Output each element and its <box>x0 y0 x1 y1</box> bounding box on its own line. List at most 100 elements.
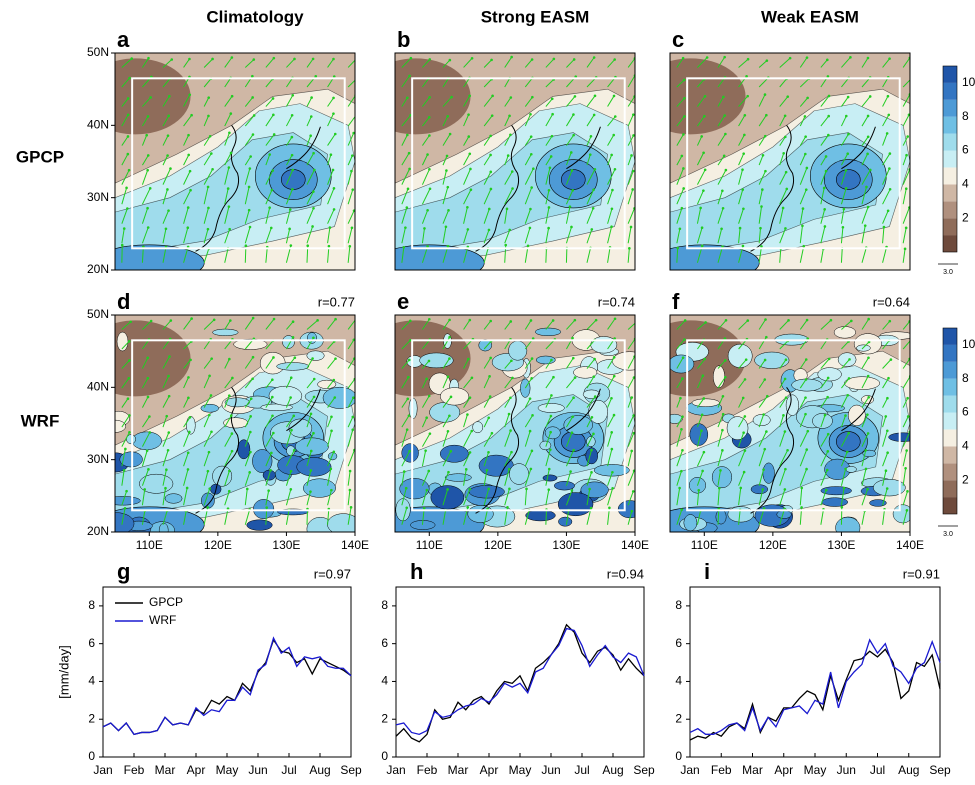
wind-vector-head <box>487 487 491 491</box>
wind-vector <box>463 77 470 88</box>
wind-vector <box>121 153 129 166</box>
wind-vector-head <box>866 152 869 156</box>
wind-vector-head <box>487 207 491 211</box>
wind-vector-head <box>866 114 870 118</box>
wind-vector <box>224 320 231 330</box>
wind-vector <box>565 510 570 525</box>
wind-vector <box>162 115 170 127</box>
wind-vector-head <box>719 469 722 472</box>
wind-vector-head <box>804 188 808 191</box>
wind-vector <box>696 152 705 166</box>
wind-vector-head <box>760 245 763 248</box>
wind-vector-head <box>764 318 767 321</box>
wind-vector-head <box>610 396 613 400</box>
wind-vector-head <box>251 377 254 381</box>
wind-vector <box>203 358 213 369</box>
wind-vector <box>524 320 532 330</box>
wind-vector-head <box>309 449 313 453</box>
wind-vector <box>203 115 209 127</box>
wind-vector-head <box>743 449 747 452</box>
wind-vector-head <box>470 56 474 60</box>
wind-vector <box>265 98 274 107</box>
wind-vector-head <box>329 153 333 157</box>
wind-vector-head <box>529 207 532 211</box>
wind-vector <box>779 248 782 263</box>
wind-vector <box>183 487 188 506</box>
wind-vector <box>162 375 170 389</box>
wind-vector <box>697 95 706 107</box>
wind-vector <box>882 488 888 506</box>
precip-contour <box>131 431 162 451</box>
wind-vector <box>483 452 489 467</box>
wind-vector-head <box>702 450 706 454</box>
wind-vector <box>121 114 129 127</box>
wind-vector-head <box>148 431 152 434</box>
wind-vector <box>422 96 431 107</box>
wind-vector <box>203 451 210 467</box>
wind-vector <box>696 451 705 467</box>
wind-vector-head <box>252 114 256 117</box>
wind-vector <box>882 377 889 389</box>
wind-vector <box>820 95 830 107</box>
wind-vector-head <box>188 416 192 419</box>
wind-vector <box>286 415 295 428</box>
wind-vector-head <box>268 206 271 209</box>
wind-vector <box>545 431 552 447</box>
wind-vector <box>524 59 533 68</box>
precip-contour <box>750 484 769 495</box>
x-tick-label: Apr <box>480 763 499 777</box>
wind-vector-head <box>424 449 427 452</box>
wind-vector <box>758 431 767 447</box>
lat-tick-label: 30N <box>87 190 109 204</box>
wind-vector <box>565 190 574 205</box>
wind-vector <box>820 248 824 263</box>
wind-vector <box>183 341 192 350</box>
wind-vector <box>483 488 490 506</box>
wind-vector <box>162 469 167 486</box>
wind-vector <box>421 228 425 244</box>
precip-contour <box>727 343 753 368</box>
wind-vector <box>162 415 168 428</box>
precip-contour <box>246 519 273 531</box>
wind-vector <box>820 377 829 389</box>
wind-vector-head <box>783 488 787 491</box>
y-tick-label: 8 <box>381 598 388 612</box>
wind-vector-head <box>528 226 532 230</box>
wind-vector <box>627 75 635 88</box>
wind-vector <box>121 187 128 205</box>
correlation: r=0.91 <box>903 566 940 581</box>
wind-vector-head <box>549 430 552 434</box>
wind-vector <box>203 169 214 185</box>
wind-vector-head <box>763 134 767 138</box>
wind-vector-head <box>188 430 191 434</box>
wind-vector <box>463 358 469 369</box>
wind-vector-head <box>293 57 296 61</box>
wind-vector <box>504 430 512 447</box>
colorbar-swatch <box>943 235 957 252</box>
wind-vector-head <box>207 206 210 210</box>
wind-vector-head <box>229 414 233 417</box>
wind-vector-head <box>886 209 890 213</box>
wind-vector-head <box>206 185 210 189</box>
wind-vector <box>586 247 592 263</box>
wind-vector <box>286 321 294 330</box>
wind-vector-head <box>249 450 252 454</box>
wind-vector <box>627 170 634 185</box>
wind-vector <box>861 206 869 224</box>
wind-vector-head <box>332 208 336 211</box>
wind-vector <box>141 489 146 506</box>
wind-vector <box>422 59 431 68</box>
wind-vector-head <box>312 431 315 435</box>
wind-vector-head <box>765 113 768 117</box>
wind-vector <box>545 190 550 205</box>
wind-vector <box>142 416 150 428</box>
wind-vector <box>265 207 271 224</box>
wind-vector <box>306 396 315 408</box>
wind-vector-head <box>885 132 889 135</box>
precip-contour <box>259 352 286 375</box>
wind-vector-head <box>721 428 724 432</box>
wind-vector <box>286 77 293 88</box>
wind-vector-head <box>847 377 851 380</box>
wind-vector <box>586 169 596 185</box>
wind-vector <box>902 397 909 408</box>
